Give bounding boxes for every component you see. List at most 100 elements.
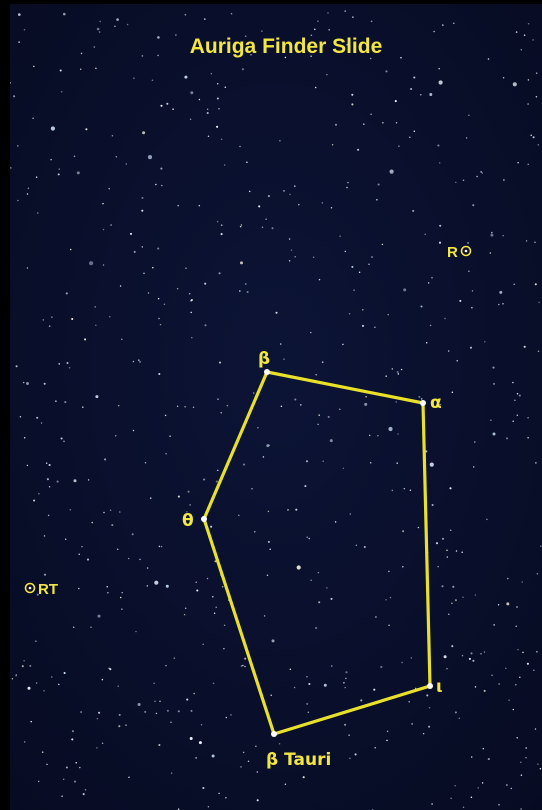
background-star xyxy=(441,585,444,588)
background-star xyxy=(351,93,354,96)
background-star xyxy=(284,56,287,59)
background-star xyxy=(256,771,259,773)
background-star xyxy=(35,640,37,642)
background-star xyxy=(433,30,435,33)
background-star xyxy=(223,624,226,627)
background-star xyxy=(397,433,399,435)
background-star xyxy=(146,567,149,569)
label-beta-tauri: β Tauri xyxy=(266,750,331,770)
background-star xyxy=(505,667,507,670)
background-star xyxy=(402,566,404,568)
background-star xyxy=(302,776,305,779)
background-star xyxy=(420,93,422,96)
background-star xyxy=(437,565,439,568)
background-star xyxy=(248,190,251,193)
background-star xyxy=(435,542,439,545)
background-star xyxy=(376,199,378,201)
background-star xyxy=(38,492,40,495)
background-star xyxy=(334,521,337,523)
background-star xyxy=(318,414,320,416)
background-star xyxy=(289,668,292,671)
background-star xyxy=(71,317,74,321)
line-theta-beta xyxy=(202,370,269,521)
background-star xyxy=(521,581,523,583)
background-star xyxy=(80,52,83,55)
background-star xyxy=(349,513,352,515)
background-star xyxy=(321,202,324,204)
background-star xyxy=(306,536,308,538)
background-star xyxy=(317,20,319,23)
background-star xyxy=(284,783,287,785)
background-star xyxy=(68,366,71,369)
background-star xyxy=(116,548,119,550)
background-star xyxy=(60,437,63,440)
background-star xyxy=(184,607,187,609)
background-star xyxy=(86,558,90,561)
background-star xyxy=(141,55,144,57)
background-star xyxy=(200,723,203,726)
background-star xyxy=(449,529,452,531)
background-star xyxy=(242,664,244,667)
background-star xyxy=(374,747,376,749)
background-star xyxy=(472,466,475,468)
background-star xyxy=(458,717,461,719)
background-star xyxy=(426,694,429,697)
background-star xyxy=(27,187,30,190)
background-star xyxy=(23,660,25,662)
background-star xyxy=(99,20,101,23)
background-star xyxy=(385,375,387,377)
background-star xyxy=(159,700,161,702)
background-star xyxy=(491,674,493,676)
background-star xyxy=(244,657,247,660)
background-star xyxy=(224,86,227,89)
background-star xyxy=(462,596,464,598)
background-star xyxy=(480,653,482,655)
background-star xyxy=(10,167,12,169)
background-star xyxy=(447,350,450,352)
background-star xyxy=(438,241,442,244)
background-star xyxy=(65,292,68,295)
background-star xyxy=(428,707,431,709)
background-star xyxy=(523,34,526,36)
background-star xyxy=(215,480,218,483)
background-star xyxy=(230,714,232,716)
background-star xyxy=(396,370,399,374)
label-variable-star-rt: RT xyxy=(38,581,58,598)
background-star xyxy=(314,86,317,89)
background-star xyxy=(15,365,18,368)
background-star xyxy=(304,485,307,488)
background-star xyxy=(71,730,74,733)
background-star xyxy=(310,34,313,37)
background-star xyxy=(62,778,65,781)
background-star xyxy=(170,721,172,723)
background-star xyxy=(512,82,517,87)
background-star xyxy=(48,486,51,488)
background-star xyxy=(270,694,272,696)
background-star xyxy=(17,199,19,202)
background-star xyxy=(498,804,500,806)
background-star xyxy=(468,114,470,116)
background-star xyxy=(43,573,47,576)
variable-star-rt-dot xyxy=(28,586,32,590)
background-star xyxy=(247,760,250,763)
background-star xyxy=(534,728,537,730)
background-star xyxy=(429,93,433,96)
background-star xyxy=(455,181,457,184)
background-star xyxy=(183,613,186,616)
background-star xyxy=(377,435,379,437)
background-star xyxy=(115,156,118,158)
background-star xyxy=(251,488,253,490)
background-star xyxy=(241,68,244,71)
background-star xyxy=(330,206,333,209)
background-star xyxy=(133,77,135,79)
background-star xyxy=(157,247,160,250)
background-star xyxy=(470,652,473,655)
background-star xyxy=(33,499,36,502)
background-star xyxy=(155,712,158,715)
background-star xyxy=(47,514,50,517)
background-star xyxy=(462,179,465,182)
background-star xyxy=(413,130,416,133)
background-star xyxy=(267,540,270,543)
background-star xyxy=(427,282,430,284)
